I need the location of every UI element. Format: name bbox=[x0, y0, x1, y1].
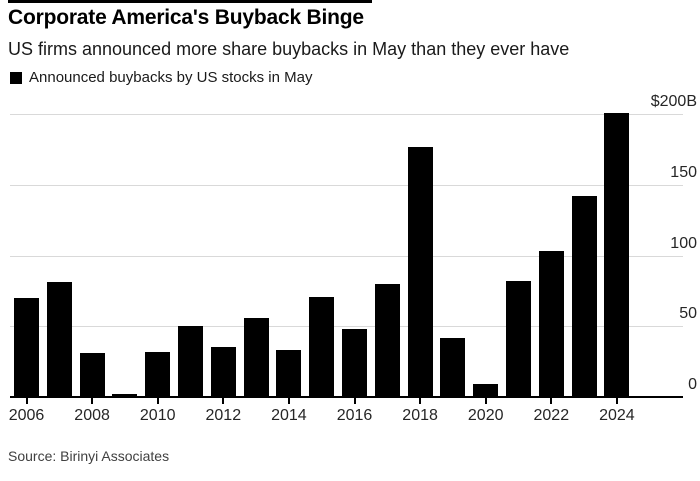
x-axis-label-2008: 2008 bbox=[74, 407, 110, 424]
bar-2013 bbox=[243, 317, 269, 397]
x-axis-tick-2024 bbox=[615, 398, 618, 404]
bar-2020 bbox=[473, 384, 499, 397]
x-axis-tick-2016 bbox=[353, 398, 356, 404]
x-axis-label-2010: 2010 bbox=[139, 407, 176, 424]
bar-2011 bbox=[178, 326, 203, 397]
legend-label: Announced buybacks by US stocks in May bbox=[29, 69, 313, 86]
bar-2016 bbox=[342, 329, 367, 397]
gridline-150 bbox=[10, 184, 683, 186]
gridline-200 bbox=[10, 114, 683, 115]
x-axis-label-2016: 2016 bbox=[336, 407, 373, 424]
x-axis-tick-2022 bbox=[550, 398, 553, 404]
chart-subtitle: US firms announced more share buybacks i… bbox=[8, 39, 570, 59]
bar-2015 bbox=[309, 296, 335, 397]
x-axis-tick-2018 bbox=[419, 398, 422, 404]
y-axis-label-150: 150 bbox=[670, 163, 697, 181]
x-axis-tick-2006 bbox=[25, 398, 28, 404]
x-axis-tick-2010 bbox=[156, 398, 159, 404]
source-note: Source: Birinyi Associates bbox=[8, 448, 170, 464]
x-axis-tick-2008 bbox=[91, 398, 94, 404]
bar-2008 bbox=[79, 353, 105, 397]
bar-2006 bbox=[14, 297, 39, 397]
x-axis-tick-2014 bbox=[287, 398, 290, 404]
y-axis-label-200: $200B bbox=[650, 93, 697, 110]
bar-2012 bbox=[210, 347, 236, 397]
bar-2023 bbox=[571, 196, 597, 397]
top-rule bbox=[8, 0, 372, 3]
x-axis-label-2006: 2006 bbox=[8, 407, 45, 424]
y-axis-label-100: 100 bbox=[670, 234, 697, 252]
x-axis-label-2020: 2020 bbox=[467, 407, 504, 424]
legend-square-icon bbox=[10, 71, 22, 84]
gridline-100 bbox=[10, 255, 683, 257]
x-axis-label-2018: 2018 bbox=[402, 407, 438, 424]
bar-2022 bbox=[538, 251, 564, 397]
y-axis-label-0: 0 bbox=[688, 376, 697, 393]
bar-2017 bbox=[374, 283, 400, 397]
x-axis-line bbox=[10, 396, 683, 398]
gridline-50 bbox=[10, 326, 683, 328]
bar-2010 bbox=[145, 351, 171, 397]
x-axis-label-2022: 2022 bbox=[533, 407, 570, 424]
x-axis-tick-2012 bbox=[222, 398, 225, 404]
bar-2007 bbox=[46, 282, 72, 397]
bar-2019 bbox=[440, 337, 466, 397]
x-axis-label-2012: 2012 bbox=[205, 407, 242, 424]
bar-2024 bbox=[604, 112, 630, 397]
y-axis-label-50: 50 bbox=[679, 305, 697, 323]
x-axis-label-2024: 2024 bbox=[599, 407, 635, 424]
x-axis-tick-2020 bbox=[484, 398, 487, 404]
legend: Announced buybacks by US stocks in May bbox=[10, 69, 312, 86]
bar-2021 bbox=[506, 280, 531, 397]
x-axis-label-2014: 2014 bbox=[271, 407, 307, 424]
chart-title: Corporate America's Buyback Binge bbox=[8, 6, 364, 29]
bar-2014 bbox=[276, 350, 302, 397]
bar-2009 bbox=[112, 394, 138, 397]
bar-2018 bbox=[407, 146, 433, 397]
